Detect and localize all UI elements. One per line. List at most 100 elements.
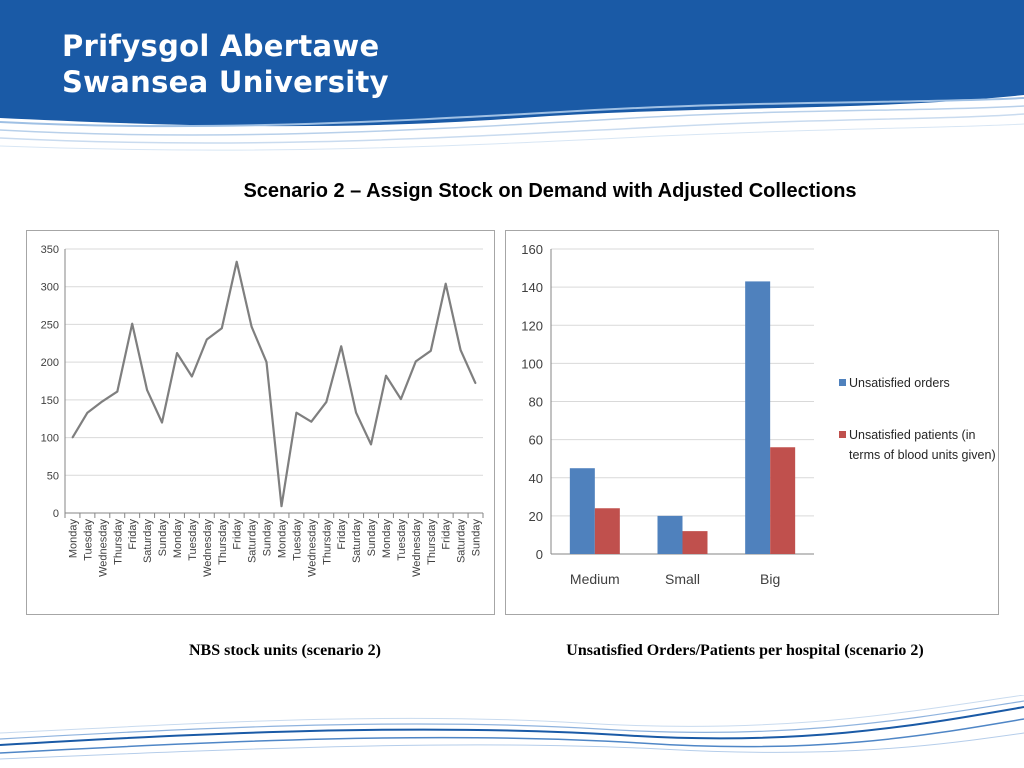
y-tick-label: 60 (529, 433, 543, 448)
legend-label: Unsatisfied orders (849, 376, 950, 390)
data-point (400, 398, 402, 400)
x-tick-label: Medium (570, 571, 620, 587)
y-tick-label: 120 (521, 318, 543, 333)
y-tick-label: 50 (47, 470, 59, 482)
footer-wave-1 (0, 706, 1024, 746)
data-point (325, 401, 328, 403)
bar-chart-frame: 0 20 40 60 80 100 120 140 160 Medium Small Big Unsat… (505, 230, 999, 615)
x-tick-label: Saturday (142, 519, 154, 564)
footer-wave-5 (0, 695, 1024, 734)
data-point (116, 390, 119, 393)
data-point (385, 374, 387, 377)
data-point (295, 411, 298, 414)
legend-swatch (839, 379, 846, 386)
x-tick-label: Monday (381, 519, 393, 559)
slide-title: Scenario 2 – Assign Stock on Demand with… (243, 180, 857, 202)
x-tick-label: Wednesday (202, 519, 214, 577)
data-point (71, 436, 74, 439)
x-tick-label: Sunday (262, 519, 274, 557)
header-wave-3 (0, 113, 1024, 144)
x-tick-label: Thursday (426, 519, 438, 565)
bar (569, 468, 595, 554)
y-tick-label: 0 (53, 508, 59, 520)
y-tick-label: 300 (41, 282, 59, 294)
data-point (415, 360, 417, 363)
data-point (101, 400, 104, 403)
data-point (444, 282, 447, 285)
data-point (131, 322, 133, 325)
data-point (340, 345, 342, 348)
x-tick-label: Small (665, 571, 700, 587)
header-wave-1 (0, 97, 1024, 128)
x-tick-label: Monday (67, 519, 79, 559)
line-chart-frame: 0 50 100 150 200 250 300 350 Monday Tuesday Wednes… (26, 230, 495, 615)
y-tick-label: 40 (529, 471, 543, 486)
data-point (429, 350, 432, 352)
bar (594, 508, 620, 554)
data-point (310, 420, 313, 423)
x-tick-label: Tuesday (82, 519, 94, 561)
x-tick-label: Saturday (456, 519, 468, 564)
bar (657, 515, 683, 554)
data-point (220, 327, 223, 329)
x-tick-label: Friday (441, 519, 453, 550)
x-tick-label: Monday (276, 519, 288, 559)
y-tick-label: 250 (41, 319, 59, 331)
x-tick-label: Tuesday (291, 519, 303, 561)
legend-label: terms of blood units given) (849, 448, 996, 462)
bar (682, 531, 708, 554)
data-point (146, 389, 148, 391)
y-tick-label: 160 (521, 242, 543, 257)
data-point (370, 443, 372, 446)
data-point (161, 421, 163, 424)
x-tick-label: Thursday (321, 519, 333, 565)
x-tick-label: Wednesday (411, 519, 423, 577)
bar (745, 281, 771, 554)
x-tick-label: Wednesday (97, 519, 109, 577)
x-tick-label: Thursday (217, 519, 229, 565)
x-tick-label: Monday (172, 519, 184, 559)
x-tick-label: Big (760, 571, 780, 587)
header-background (0, 0, 1024, 127)
data-point (235, 261, 238, 263)
data-point (459, 349, 462, 351)
x-tick-label: Friday (127, 519, 139, 550)
y-tick-label: 200 (41, 357, 59, 369)
header-wave-4 (0, 123, 1024, 151)
x-tick-label: Sunday (157, 519, 169, 557)
x-tick-label: Sunday (366, 519, 378, 557)
series-line (71, 260, 477, 508)
bar-chart: 0 20 40 60 80 100 120 140 160 Medium Small Big Unsat… (521, 242, 996, 587)
y-tick-label: 80 (529, 395, 543, 410)
line-chart-caption: NBS stock units (scenario 2) (188, 642, 381, 659)
legend-swatch (839, 431, 846, 438)
data-point (280, 505, 283, 508)
x-tick-label: Friday (232, 519, 244, 550)
y-tick-label: 100 (41, 433, 59, 445)
x-tick-label: Sunday (471, 519, 483, 557)
data-point (191, 375, 193, 378)
data-point (474, 382, 477, 385)
x-tick-label: Thursday (112, 519, 124, 565)
data-point (206, 338, 208, 341)
header-wave-2 (0, 105, 1024, 136)
y-tick-label: 150 (41, 395, 59, 407)
x-tick-label: Tuesday (396, 519, 408, 561)
y-tick-label: 100 (521, 356, 543, 371)
data-point (86, 411, 89, 414)
footer-wave-4 (0, 732, 1024, 760)
x-tick-label: Saturday (351, 519, 363, 564)
x-tick-label: Wednesday (306, 519, 318, 577)
x-tick-label: Tuesday (187, 519, 199, 561)
footer-waves (0, 695, 1024, 760)
footer-wave-2 (0, 718, 1024, 754)
data-point (355, 411, 357, 414)
y-tick-label: 0 (536, 547, 543, 562)
x-tick-label: Saturday (247, 519, 259, 564)
x-tick-label: Friday (336, 519, 348, 550)
data-point (265, 361, 268, 363)
university-name-welsh: Prifysgol Abertawe (62, 29, 380, 63)
bar-chart-caption: Unsatisfied Orders/Patients per hospital… (566, 642, 924, 659)
footer-wave-3 (0, 700, 1024, 740)
y-tick-label: 350 (41, 244, 59, 256)
